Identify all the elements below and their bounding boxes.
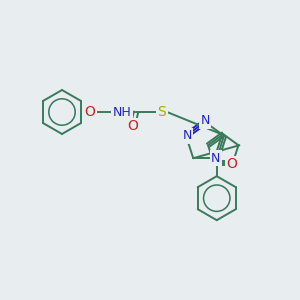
Text: O: O bbox=[85, 105, 95, 119]
Text: S: S bbox=[158, 105, 166, 119]
Text: N: N bbox=[211, 152, 220, 165]
Text: N: N bbox=[182, 129, 192, 142]
Text: N: N bbox=[200, 115, 210, 128]
Text: O: O bbox=[128, 119, 138, 133]
Text: NH: NH bbox=[112, 106, 131, 118]
Text: O: O bbox=[226, 157, 237, 171]
